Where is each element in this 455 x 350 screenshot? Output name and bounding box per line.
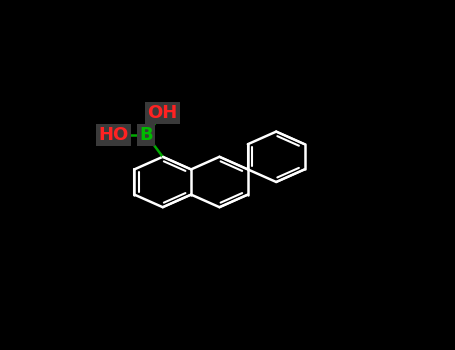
Text: HO: HO bbox=[98, 126, 129, 144]
Text: OH: OH bbox=[147, 104, 178, 122]
Text: B: B bbox=[140, 126, 153, 144]
